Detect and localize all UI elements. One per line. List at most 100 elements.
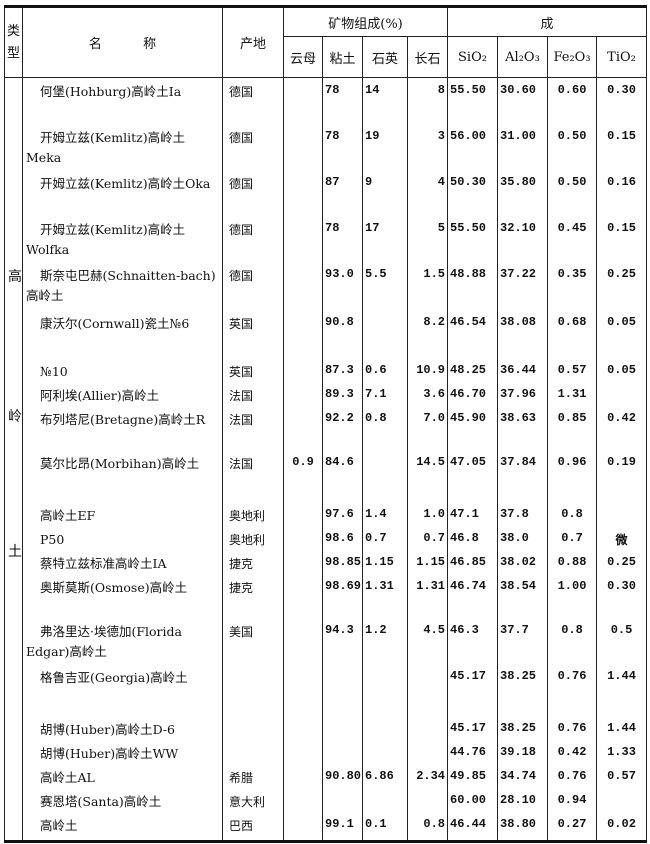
cell-fe2o3: 0.7 (547, 525, 597, 550)
cell-al2o3: 38.02 (497, 549, 548, 574)
cell-quartz: 14 (362, 77, 408, 124)
cell-feldspar: 1.0 (407, 501, 448, 526)
cell-mica (283, 381, 323, 406)
cell-quartz: 0.7 (362, 525, 408, 550)
table-row: 赛恩塔(Santa)高岭土 意大利 60.00 28.10 0.94 (5, 787, 648, 812)
cell-feldspar (407, 787, 448, 812)
table-row: 康沃尔(Cornwall)瓷土№6 英国 90.8 8.2 46.54 38.08 0.68… (5, 309, 648, 358)
cell-origin: 捷克 (222, 573, 284, 618)
cell-sio2: 60.00 (447, 787, 498, 812)
cell-name: 赛恩塔(Santa)高岭土 (22, 787, 223, 812)
cell-name: 开姆立兹(Kemlitz)高岭土Wolfka (22, 215, 223, 262)
table-row: 高岭土EF 奥地利 97.6 1.4 1.0 47.1 37.8 0.8 (5, 501, 648, 526)
table-row: 胡博(Huber)高岭土WW 44.76 39.18 0.42 1.33 (5, 739, 648, 764)
table-row: №10 英国 87.3 0.6 10.9 48.25 36.44 0.57 0.05 (5, 357, 648, 382)
cell-quartz: 6.86 (362, 763, 408, 788)
cell-fe2o3: 0.88 (547, 549, 597, 574)
cell-tio2: 0.05 (595, 357, 648, 382)
cell-clay (322, 739, 363, 764)
cell-quartz (362, 663, 408, 716)
cell-mica (283, 525, 323, 550)
kaolin-composition-table: 类型 名 称 产地 矿物组成(%) 成 云母 粘土 石英 长石 SiO₂ Al₂… (4, 5, 648, 843)
cell-quartz: 19 (362, 123, 408, 170)
cell-origin: 英国 (222, 357, 284, 382)
table-row: P50 奥地利 98.6 0.7 0.7 46.8 38.0 0.7 微 (5, 525, 648, 550)
cell-sio2: 46.8 (447, 525, 498, 550)
cell-feldspar: 1.31 (407, 573, 448, 618)
cell-quartz: 0.1 (362, 811, 408, 842)
cell-al2o3: 32.10 (497, 215, 548, 262)
cell-fe2o3: 0.94 (547, 787, 597, 812)
cell-al2o3: 37.7 (497, 617, 548, 664)
cell-origin: 法国 (222, 405, 284, 450)
cell-tio2: 0.30 (595, 77, 648, 124)
table-row: 奥斯莫斯(Osmose)高岭土 捷克 98.69 1.31 1.31 46.74 38.54… (5, 573, 648, 618)
cell-name: 胡博(Huber)高岭土D-6 (22, 715, 223, 740)
cell-fe2o3: 0.42 (547, 739, 597, 764)
cell-quartz: 7.1 (362, 381, 408, 406)
cell-origin: 希腊 (222, 763, 284, 788)
cell-fe2o3: 1.31 (547, 381, 597, 406)
cell-origin: 奥地利 (222, 501, 284, 526)
cell-origin: 美国 (222, 617, 284, 664)
cell-mica: 0.9 (283, 449, 323, 502)
cell-quartz (362, 309, 408, 358)
cell-tio2: 0.19 (595, 449, 648, 502)
cell-origin: 巴西 (222, 811, 284, 842)
header-sio2: SiO₂ (447, 36, 498, 78)
cell-al2o3: 36.44 (497, 357, 548, 382)
cell-origin (222, 739, 284, 764)
cell-clay: 98.69 (322, 573, 363, 618)
cell-name: 康沃尔(Cornwall)瓷土№6 (22, 309, 223, 358)
cell-name: 胡博(Huber)高岭土WW (22, 739, 223, 764)
cell-fe2o3: 0.27 (547, 811, 597, 842)
cell-origin: 奥地利 (222, 525, 284, 550)
cell-sio2: 46.3 (447, 617, 498, 664)
table-row: 开姆立兹(Kemlitz)高岭土Oka 德国 87 9 4 50.30 35.80 0.50 0… (5, 169, 648, 216)
cell-tio2 (595, 381, 648, 406)
cell-tio2: 0.5 (595, 617, 648, 664)
cell-al2o3: 37.84 (497, 449, 548, 502)
cell-feldspar: 1.5 (407, 261, 448, 310)
cell-tio2: 0.57 (595, 763, 648, 788)
cell-clay: 78 (322, 215, 363, 262)
cell-quartz (362, 715, 408, 740)
cell-sio2: 46.54 (447, 309, 498, 358)
cell-mica (283, 261, 323, 310)
cell-name: 斯奈屯巴赫(Schnaitten-bach)高岭土 (22, 261, 223, 310)
cell-sio2: 47.05 (447, 449, 498, 502)
cell-al2o3: 37.8 (497, 501, 548, 526)
cell-origin: 德国 (222, 261, 284, 310)
table-row: 胡博(Huber)高岭土D-6 45.17 38.25 0.76 1.44 (5, 715, 648, 740)
cell-sio2: 46.74 (447, 573, 498, 618)
cell-name: 开姆立兹(Kemlitz)高岭土Meka (22, 123, 223, 170)
cell-clay: 92.2 (322, 405, 363, 450)
cell-feldspar (407, 739, 448, 764)
cell-origin: 意大利 (222, 787, 284, 812)
cell-name: 高岭土AL (22, 763, 223, 788)
cell-clay: 94.3 (322, 617, 363, 664)
cell-tio2: 0.15 (595, 215, 648, 262)
cell-feldspar: 14.5 (407, 449, 448, 502)
cell-mica (283, 215, 323, 262)
cell-quartz (362, 787, 408, 812)
table-row: 开姆立兹(Kemlitz)高岭土Meka 德国 78 19 3 56.00 31.00 0.5… (5, 123, 648, 170)
cell-clay: 78 (322, 77, 363, 124)
cell-feldspar: 4 (407, 169, 448, 216)
cell-quartz: 5.5 (362, 261, 408, 310)
cell-feldspar: 3.6 (407, 381, 448, 406)
cell-origin: 捷克 (222, 549, 284, 574)
header-mica: 云母 (283, 36, 323, 78)
type-label-char: 高 (8, 269, 22, 285)
cell-al2o3: 39.18 (497, 739, 548, 764)
cell-clay: 87 (322, 169, 363, 216)
cell-tio2: 0.42 (595, 405, 648, 450)
cell-sio2: 48.25 (447, 357, 498, 382)
cell-sio2: 44.76 (447, 739, 498, 764)
cell-name: 布列塔尼(Bretagne)高岭土R (22, 405, 223, 450)
cell-fe2o3: 0.57 (547, 357, 597, 382)
cell-sio2: 49.85 (447, 763, 498, 788)
cell-clay: 97.6 (322, 501, 363, 526)
cell-sio2: 55.50 (447, 215, 498, 262)
cell-mica (283, 357, 323, 382)
